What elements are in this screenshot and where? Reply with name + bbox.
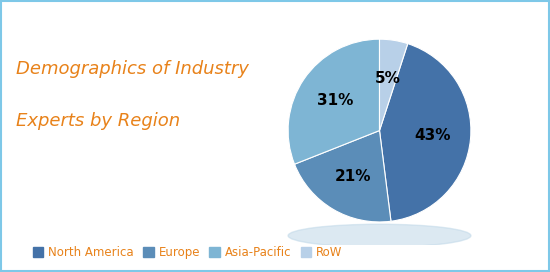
- Text: Demographics of Industry: Demographics of Industry: [16, 60, 249, 78]
- Wedge shape: [379, 44, 471, 221]
- Wedge shape: [288, 39, 379, 164]
- Legend: North America, Europe, Asia-Pacific, RoW: North America, Europe, Asia-Pacific, RoW: [28, 242, 347, 264]
- Text: 21%: 21%: [334, 169, 371, 184]
- Wedge shape: [379, 39, 408, 131]
- Ellipse shape: [288, 224, 471, 247]
- Wedge shape: [295, 131, 391, 222]
- Text: 43%: 43%: [414, 128, 450, 143]
- Text: Experts by Region: Experts by Region: [16, 112, 180, 130]
- Text: 31%: 31%: [317, 93, 354, 108]
- Text: 5%: 5%: [375, 71, 401, 86]
